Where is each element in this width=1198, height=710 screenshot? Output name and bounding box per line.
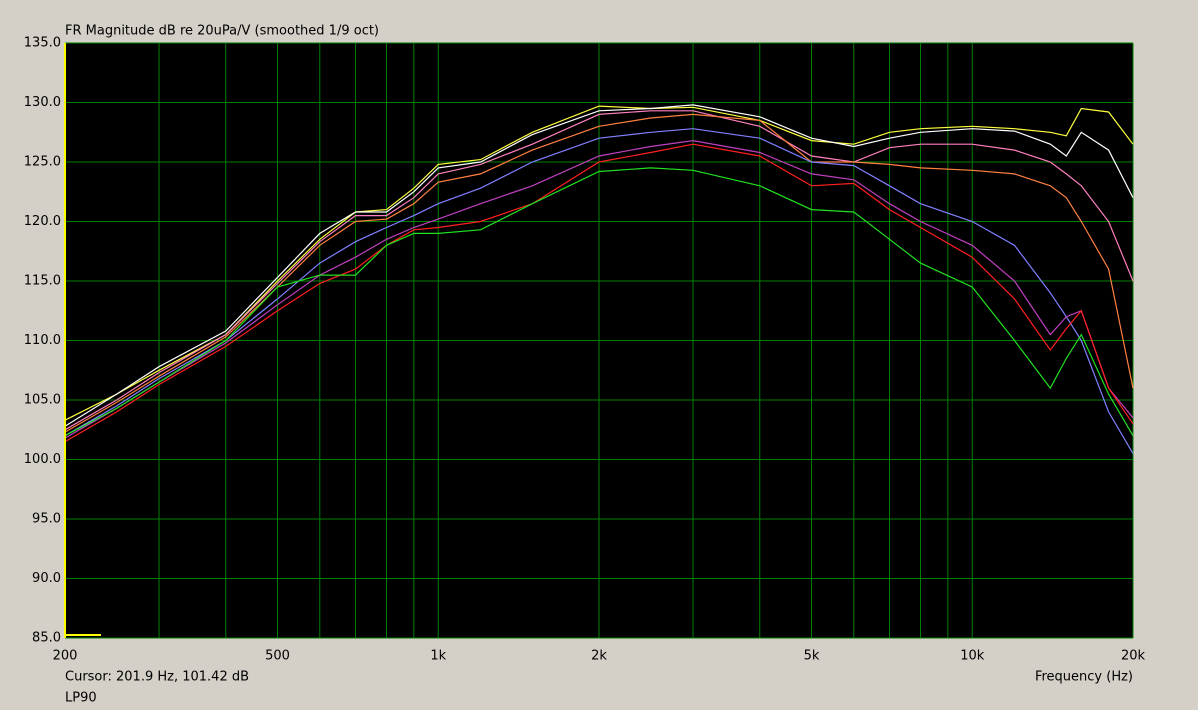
- cursor-readout: Cursor: 201.9 Hz, 101.42 dB: [65, 670, 249, 685]
- x-axis-label: Frequency (Hz): [1035, 670, 1133, 685]
- series-line: [64, 104, 1134, 427]
- x-tick-label: 2k: [591, 649, 607, 664]
- x-tick-label: 20k: [1121, 649, 1146, 664]
- series-line: [64, 143, 1134, 443]
- x-tick-label: 10k: [960, 649, 985, 664]
- x-tick-label: 500: [265, 649, 290, 664]
- y-tick-label: 105.0: [24, 393, 61, 408]
- y-tick-label: 85.0: [32, 631, 61, 646]
- series-line: [64, 110, 1134, 431]
- y-tick-label: 135.0: [24, 36, 61, 51]
- chart-label: LP90: [65, 691, 97, 706]
- y-tick-label: 95.0: [32, 512, 61, 527]
- y-tick-label: 125.0: [24, 155, 61, 170]
- series-lines: [64, 104, 1134, 454]
- x-tick-label: 1k: [430, 649, 446, 664]
- series-line: [64, 128, 1134, 454]
- y-tick-label: 90.0: [32, 571, 61, 586]
- y-tick-label: 110.0: [24, 333, 61, 348]
- y-tick-label: 115.0: [24, 274, 61, 289]
- x-tick-label: 5k: [804, 649, 820, 664]
- y-tick-label: 120.0: [24, 214, 61, 229]
- chart-title: FR Magnitude dB re 20uPa/V (smoothed 1/9…: [65, 24, 379, 39]
- series-line: [64, 139, 1134, 439]
- series-line: [64, 113, 1134, 433]
- y-tick-label: 130.0: [24, 95, 61, 110]
- y-tick-label: 100.0: [24, 452, 61, 467]
- series-line: [64, 167, 1134, 437]
- x-tick-label: 200: [53, 649, 78, 664]
